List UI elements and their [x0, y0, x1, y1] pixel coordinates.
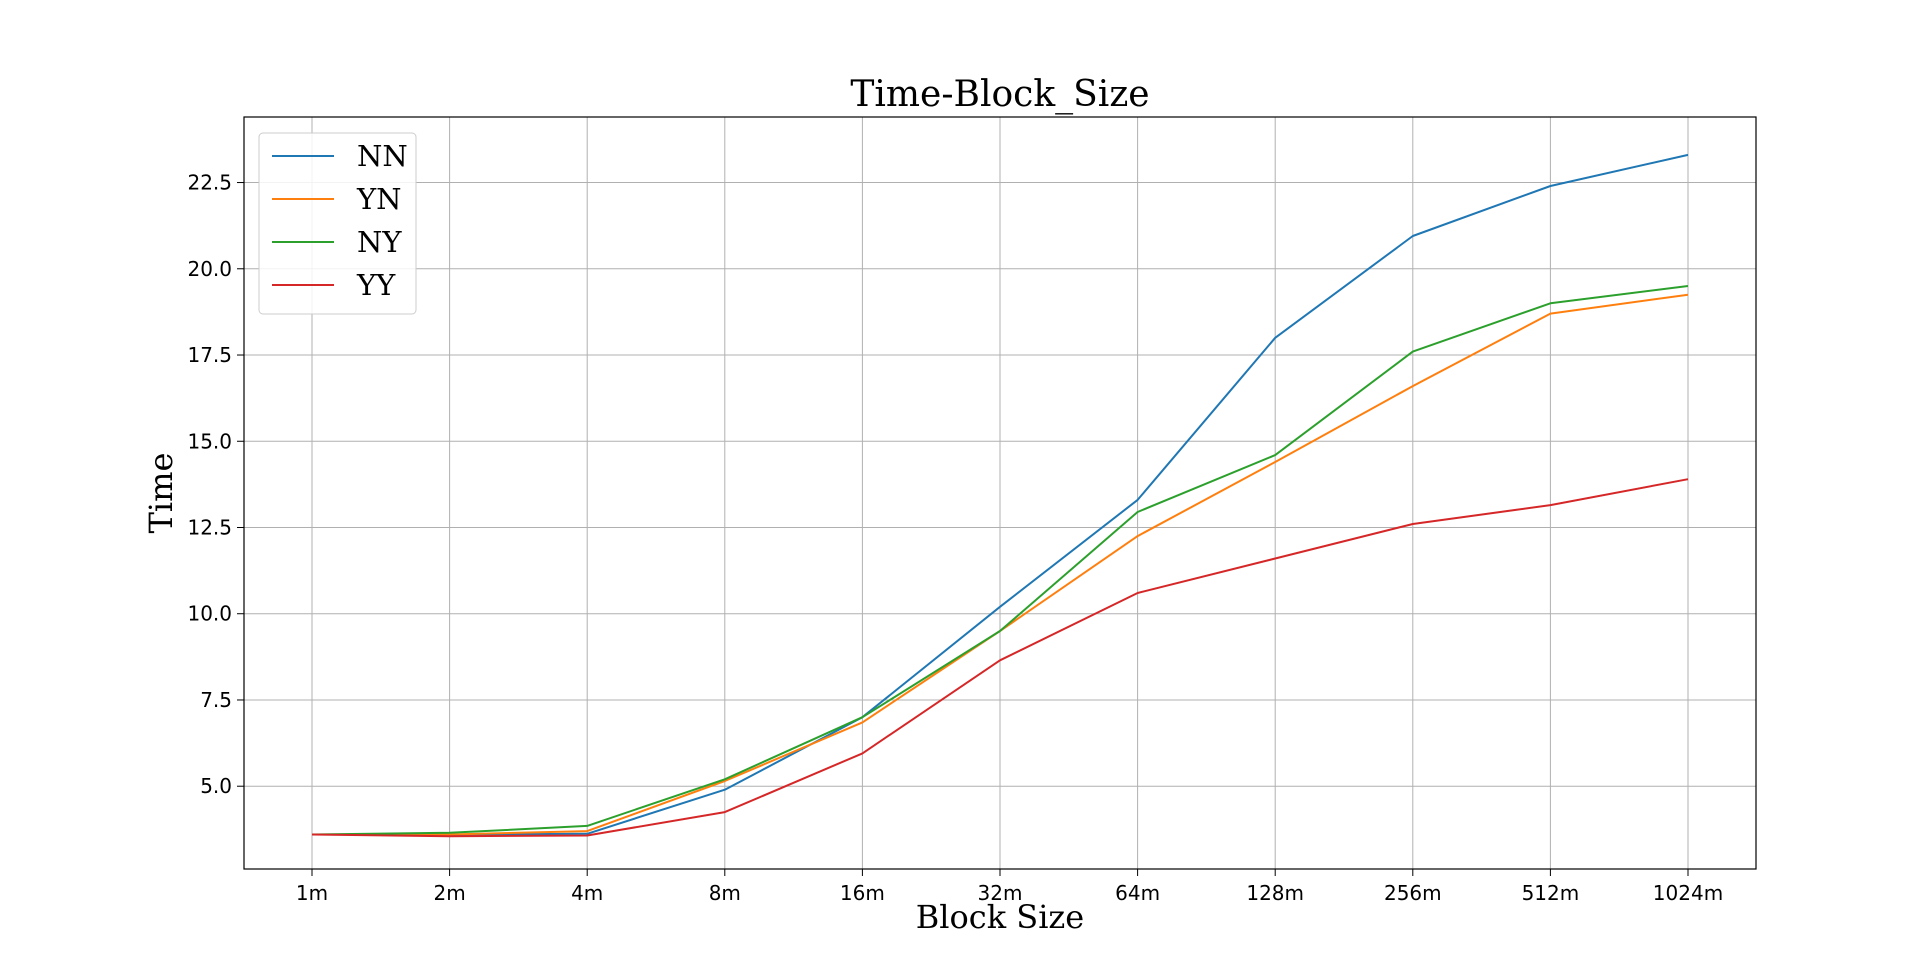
x-tick-label: 64m — [1115, 881, 1160, 905]
x-tick-label: 256m — [1384, 881, 1442, 905]
legend-label-yy: YY — [356, 268, 396, 302]
y-tick-label: 7.5 — [200, 688, 232, 712]
x-tick-label: 2m — [433, 881, 465, 905]
x-tick-label: 128m — [1246, 881, 1304, 905]
chart-title: Time-Block_Size — [850, 74, 1149, 115]
x-axis-ticks: 1m 2m 4m 8m 16m 32m 64m 128m 256m 512m 1024m — [296, 869, 1723, 905]
y-tick-label: 22.5 — [187, 171, 232, 195]
x-tick-label: 32m — [978, 881, 1023, 905]
x-tick-label: 8m — [709, 881, 741, 905]
legend-label-nn: NN — [357, 139, 408, 173]
x-axis-label: Block Size — [916, 898, 1084, 936]
grid — [244, 117, 1756, 869]
series-lines — [311, 153, 1689, 838]
series-line-yy — [311, 478, 1689, 838]
series-line-nn — [312, 153, 1689, 836]
y-axis-ticks: 5.0 7.5 10.0 12.5 15.0 17.5 20.0 22.5 — [187, 171, 244, 798]
legend-box — [258, 132, 417, 315]
legend-label-yn: YN — [356, 182, 402, 216]
y-tick-label: 20.0 — [187, 257, 232, 281]
y-tick-label: 10.0 — [187, 602, 232, 626]
y-tick-label: 17.5 — [187, 343, 232, 367]
y-axis-label: Time — [142, 453, 180, 534]
series-line-ny — [311, 285, 1689, 836]
y-tick-label: 5.0 — [200, 774, 232, 798]
x-tick-label: 512m — [1522, 881, 1580, 905]
legend: NN YN NY YY — [258, 132, 417, 315]
x-tick-label: 16m — [840, 881, 885, 905]
y-tick-label: 12.5 — [187, 515, 232, 539]
x-tick-label: 1m — [296, 881, 328, 905]
x-tick-label: 4m — [571, 881, 603, 905]
legend-label-ny: NY — [357, 225, 402, 259]
x-tick-label: 1024m — [1653, 881, 1723, 905]
y-tick-label: 15.0 — [187, 429, 232, 453]
